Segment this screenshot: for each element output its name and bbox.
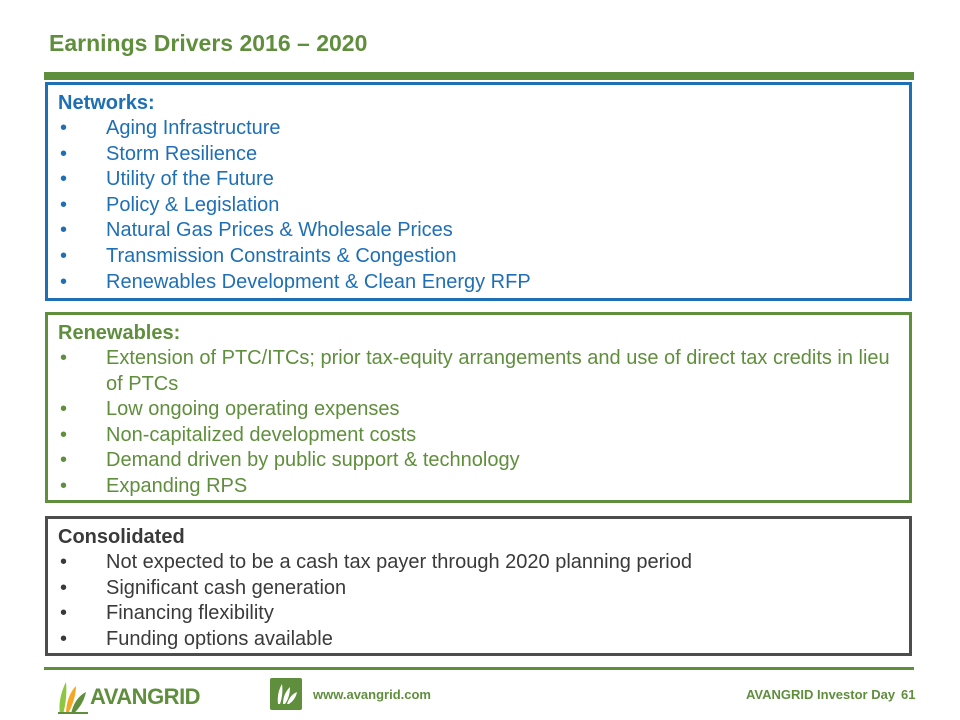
bullet: • (60, 398, 68, 421)
list-item: • Transmission Constraints & Congestion (58, 244, 899, 270)
list-item-text: Funding options available (106, 627, 333, 650)
title-divider (44, 72, 914, 80)
list-item: • Significant cash generation (58, 576, 899, 602)
event-name: AVANGRID Investor Day (746, 687, 896, 702)
bullet: • (60, 627, 68, 650)
list-item: • Policy & Legislation (58, 193, 899, 219)
list-item-text: Natural Gas Prices & Wholesale Prices (106, 219, 453, 242)
avangrid-leaf-badge-icon (270, 678, 302, 710)
consolidated-panel: Consolidated • Not expected to be a cash … (45, 516, 912, 656)
list-item-text: Aging Infrastructure (106, 117, 281, 139)
list-item: • Not expected to be a cash tax payer thr… (58, 550, 899, 576)
page-title: Earnings Drivers 2016 – 2020 (49, 30, 368, 56)
list-item: • Demand driven by public support & techn… (58, 448, 899, 474)
list-item-text: Storm Resilience (106, 142, 258, 165)
renewables-list: • Extension of PTC/ITCs; prior tax-equity… (58, 346, 899, 500)
list-item: • Financing flexibility (58, 601, 899, 627)
list-item-text: Not expected to be a cash tax payer thro… (106, 551, 692, 573)
bullet: • (60, 576, 68, 599)
bullet: • (60, 142, 68, 165)
list-item-text: Significant cash generation (106, 576, 347, 599)
list-item: • Funding options available (58, 627, 899, 653)
networks-panel: Networks: • Aging Infrastructure • Storm R… (45, 82, 912, 301)
bullet: • (60, 117, 68, 139)
list-item: • Non-capitalized development costs (58, 423, 899, 449)
bullet: • (60, 193, 68, 216)
page-number: 61 (901, 687, 916, 702)
list-item-text: Financing flexibility (106, 602, 274, 625)
bullet: • (60, 270, 68, 293)
consolidated-heading: Consolidated (58, 526, 185, 548)
bullet: • (60, 602, 68, 625)
consolidated-list: • Not expected to be a cash tax payer thr… (58, 550, 899, 652)
list-item-text: Renewables Development & Clean Energy RF… (106, 270, 531, 293)
list-item: • Low ongoing operating expenses (58, 397, 899, 423)
bullet: • (60, 474, 68, 497)
list-item: • Storm Resilience (58, 142, 899, 168)
bullet: • (60, 423, 68, 446)
list-item-text: Transmission Constraints & Congestion (106, 244, 457, 267)
renewables-heading: Renewables: (58, 322, 181, 344)
list-item-text: Utility of the Future (106, 168, 274, 191)
list-item: • Utility of the Future (58, 167, 899, 193)
bullet: • (60, 551, 68, 573)
bullet: • (60, 347, 68, 369)
list-item: • Extension of PTC/ITCs; prior tax-equity… (58, 346, 899, 397)
list-item: • Renewables Development & Clean Energy R… (58, 270, 899, 296)
bullet: • (60, 244, 68, 267)
list-item-text: Policy & Legislation (106, 193, 280, 216)
logo-text: AVANGRID (90, 684, 201, 709)
list-item-text: Extension of PTC/ITCs; prior tax-equity … (106, 347, 890, 395)
list-item: • Expanding RPS (58, 474, 899, 500)
renewables-panel: Renewables: • Extension of PTC/ITCs; prio… (45, 312, 912, 503)
list-item-text: Low ongoing operating expenses (106, 398, 400, 421)
footer-divider (44, 667, 914, 670)
list-item-text: Non-capitalized development costs (106, 423, 417, 446)
networks-list: • Aging Infrastructure • Storm Resilience … (58, 116, 899, 295)
list-item-text: Demand driven by public support & techno… (106, 449, 520, 472)
bullet: • (60, 449, 68, 472)
list-item: • Aging Infrastructure (58, 116, 899, 142)
networks-heading: Networks: (58, 92, 155, 114)
bullet: • (60, 168, 68, 191)
list-item: • Natural Gas Prices & Wholesale Prices (58, 218, 899, 244)
avangrid-leaf-logo-icon (58, 682, 88, 714)
bullet: • (60, 219, 68, 242)
website-link[interactable]: www.avangrid.com (313, 687, 431, 702)
list-item-text: Expanding RPS (106, 474, 248, 497)
